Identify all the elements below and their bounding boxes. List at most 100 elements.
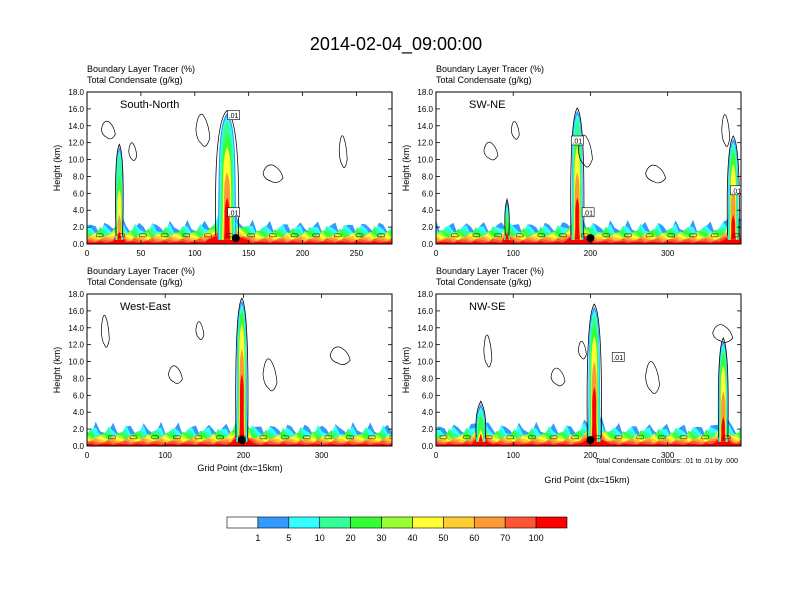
condensate-contour (290, 233, 299, 238)
condensate-contour (559, 233, 567, 238)
contour-label-box (227, 207, 240, 218)
condensate-contour (528, 435, 536, 440)
colorbar-swatch (443, 516, 475, 529)
y-axis-label: Height (km) (401, 347, 411, 394)
condensate-contour (712, 324, 734, 343)
y-tick-label: 10.0 (68, 358, 84, 367)
y-tick-label: 14.0 (68, 122, 84, 131)
panel-2: Boundary Layer Tracer (%)Total Condensat… (401, 64, 742, 258)
panel-name: NW-SE (469, 301, 505, 313)
panel-plot-area: .01 .01 .01 (436, 92, 741, 244)
condensate-contour (324, 435, 333, 440)
condensate-contour (494, 233, 502, 238)
y-tick-label: 16.0 (68, 105, 84, 114)
y-tick-label: 2.0 (73, 223, 85, 232)
condensate-contour (302, 435, 311, 440)
condensate-contour (100, 120, 116, 140)
contour-label-box (571, 135, 584, 146)
y-tick-label: 6.0 (73, 391, 85, 400)
plume-layer (116, 214, 122, 240)
condensate-contour (129, 435, 138, 440)
y-tick-label: 6.0 (422, 391, 434, 400)
y-tick-label: 18.0 (68, 290, 84, 299)
x-tick-label: 200 (237, 451, 251, 460)
footnote-text: Total Condensate Contours: .01 to .01 by… (595, 458, 738, 465)
y-tick-label: 4.0 (422, 206, 434, 215)
y-tick-label: 16.0 (417, 307, 433, 316)
x-axis-label-right: Grid Point (dx=15km) (544, 475, 629, 485)
boundary-layer-band (436, 232, 741, 244)
colorbar-label: 30 (377, 533, 387, 543)
condensate-contour (506, 435, 515, 440)
plume-layer (478, 433, 484, 442)
x-tick-label: 200 (584, 451, 598, 460)
contour-label-box (581, 207, 595, 218)
panel-frame (435, 91, 742, 245)
x-tick-label: 0 (434, 451, 439, 460)
x-tick-label: 100 (159, 451, 173, 460)
x-tick-label: 150 (242, 249, 256, 258)
condensate-contour (602, 233, 611, 238)
condensate-contour (571, 435, 579, 440)
y-tick-label: 2.0 (422, 223, 434, 232)
condensate-contour (160, 233, 169, 238)
condensate-contour (312, 233, 320, 238)
colorbar-label: 60 (469, 533, 479, 543)
colorbar-label: 70 (500, 533, 510, 543)
condensate-contour (235, 297, 249, 438)
plume-layer (730, 214, 736, 240)
location-marker (237, 436, 246, 445)
plume-layer (117, 231, 122, 240)
y-tick-label: 16.0 (417, 105, 433, 114)
condensate-contour (173, 435, 181, 440)
y-tick-label: 18.0 (68, 88, 84, 97)
condensate-contour (570, 107, 585, 236)
plume-layer (504, 231, 510, 240)
condensate-contour (355, 233, 364, 238)
condensate-contour (586, 303, 602, 438)
y-tick-label: 6.0 (73, 189, 85, 198)
colorbar-swatch (319, 516, 351, 529)
y-tick-label: 10.0 (417, 156, 433, 165)
panel-plot-area (87, 294, 392, 446)
panel-name: South-North (120, 99, 179, 111)
condensate-contour (377, 233, 385, 238)
condensate-contour (645, 233, 654, 238)
y-axis-label: Height (km) (52, 347, 62, 394)
x-tick-label: 0 (85, 451, 90, 460)
condensate-contour (451, 233, 459, 238)
condensate-contour (504, 197, 510, 236)
y-tick-label: 12.0 (68, 341, 84, 350)
y-tick-label: 14.0 (417, 122, 433, 131)
y-tick-label: 2.0 (422, 425, 434, 434)
condensate-contour (329, 346, 351, 366)
condensate-contour (710, 233, 719, 238)
y-tick-label: 0.0 (73, 240, 85, 249)
condensate-contour (108, 435, 116, 440)
colorbar-swatch (535, 516, 568, 529)
y-tick-label: 8.0 (73, 374, 85, 383)
condensate-contour (262, 358, 278, 392)
colorbar-swatch (288, 516, 321, 529)
condensate-contour (483, 334, 493, 368)
condensate-contour (550, 367, 566, 387)
colorbar-swatch (350, 516, 382, 529)
condensate-contour (679, 435, 688, 440)
variable-label-condensate: Total Condensate (g/kg) (436, 277, 532, 287)
condensate-contour (334, 233, 342, 238)
y-tick-label: 6.0 (422, 189, 434, 198)
y-tick-label: 8.0 (73, 172, 85, 181)
y-tick-label: 18.0 (417, 88, 433, 97)
condensate-contour (549, 435, 558, 440)
condensate-contour (537, 233, 546, 238)
condensate-contour (182, 233, 191, 238)
x-tick-label: 200 (584, 249, 598, 258)
figure-title: 2014-02-04_09:00:00 (310, 34, 482, 55)
y-tick-label: 10.0 (417, 358, 433, 367)
condensate-contour (128, 142, 138, 161)
colorbar-swatch (504, 516, 537, 529)
condensate-contour (262, 164, 284, 183)
y-tick-label: 12.0 (417, 139, 433, 148)
location-marker (231, 234, 240, 243)
y-tick-label: 16.0 (68, 307, 84, 316)
